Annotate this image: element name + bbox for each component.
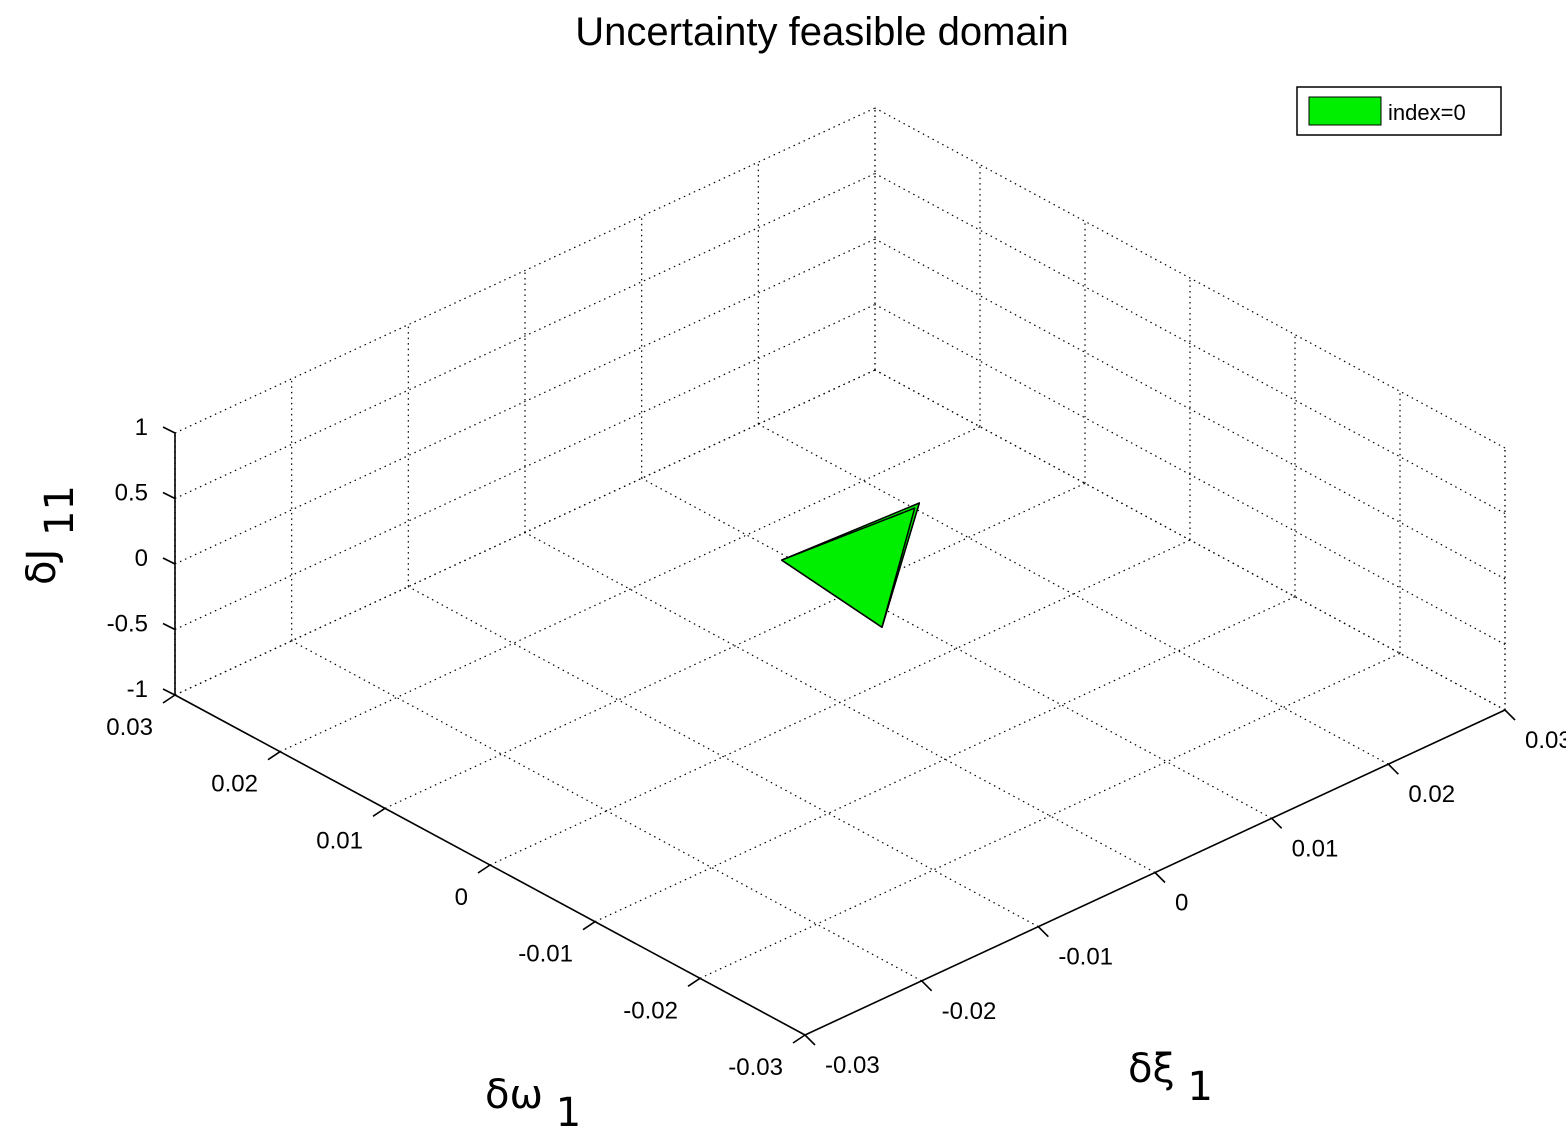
x-tick-label: 0.02	[1408, 781, 1455, 808]
z-tick-label: 1	[135, 414, 148, 441]
y-axis-label-subscript: 1	[556, 1090, 581, 1131]
y-axis-title: δω 1	[485, 1072, 581, 1131]
grid-line-y-floor	[384, 482, 1086, 809]
x-tick-label: -0.03	[825, 1052, 880, 1079]
x-axis-label-subscript: 1	[1188, 1064, 1213, 1110]
y-tick-mark	[162, 694, 176, 704]
y-tick-label: 0.01	[316, 827, 363, 854]
grid-line-z-back	[174, 107, 876, 434]
x-tick-label: 0.01	[1292, 835, 1339, 862]
y-tick-label: -0.02	[623, 997, 678, 1024]
z-tick-mark	[162, 622, 176, 631]
z-tick-label: -1	[127, 676, 148, 703]
y-tick-mark	[687, 977, 701, 987]
x-tick-mark	[1271, 817, 1283, 829]
grid-line-y-floor	[279, 426, 981, 753]
svg-text:δω 1: δω 1	[485, 1072, 581, 1131]
grid-line-y-floor	[594, 596, 1296, 923]
x-axis-label: δξ	[1128, 1046, 1175, 1092]
grid-line-z-back	[174, 369, 876, 696]
z-axis-title: δJ 11	[19, 485, 83, 585]
legend: index=0	[1296, 86, 1502, 136]
grid-line-y-floor	[699, 652, 1401, 979]
x-tick-mark	[804, 1034, 816, 1046]
z-tick-mark	[162, 426, 176, 434]
z-tick-label: 0	[135, 545, 148, 572]
y-tick-label: 0.02	[211, 771, 258, 798]
grid-line-y-floor	[489, 539, 1191, 866]
y-tick-mark	[267, 751, 281, 761]
grid-line-x-floor	[291, 640, 922, 982]
x-tick-mark	[1504, 709, 1516, 721]
y-axis-label: δω	[485, 1072, 543, 1118]
grid-line-x-floor	[408, 586, 1039, 928]
grid-line-z-side	[874, 303, 1506, 646]
y-tick-label: 0.03	[106, 714, 153, 741]
y-tick-mark	[372, 807, 386, 817]
chart-title: Uncertainty feasible domain	[575, 10, 1069, 54]
svg-text:δξ 1: δξ 1	[1128, 1046, 1213, 1110]
z-tick-label: 0.5	[115, 480, 148, 507]
axes	[162, 426, 1516, 1046]
x-axis-title: δξ 1	[1128, 1046, 1213, 1110]
z-axis-label-subscript: 11	[37, 485, 83, 536]
y-tick-label: -0.01	[518, 941, 573, 968]
grid-line-x-floor	[641, 477, 1272, 819]
z-axis-label: δJ	[19, 549, 65, 585]
grid-line-z-side	[874, 172, 1506, 515]
z-tick-mark	[162, 557, 176, 565]
grid-line-z-side	[874, 107, 1506, 449]
x-tick-mark	[1387, 763, 1399, 775]
series-face	[780, 507, 916, 628]
z-tick-mark	[162, 688, 176, 696]
x-tick-mark	[921, 980, 933, 992]
x-tick-label: 0.03	[1525, 727, 1566, 754]
y-tick-mark	[582, 921, 596, 931]
y-tick-label: -0.03	[728, 1054, 783, 1081]
grid-line-x-floor	[758, 423, 1389, 765]
y-tick-mark	[477, 864, 491, 874]
legend-entry-label: index=0	[1388, 100, 1466, 125]
z-tick-label: -0.5	[107, 611, 148, 638]
grid-line-z-back	[174, 172, 876, 500]
y-tick-mark	[792, 1034, 806, 1044]
tick-labels: -0.03 -0.02 -0.01 0 0.01 0.02 0.03 -0.03 -0.02 -0…	[106, 414, 1566, 1081]
grid-line-z-side	[874, 238, 1506, 580]
grid-line-z-back	[174, 238, 876, 565]
x-tick-label: -0.02	[942, 998, 997, 1025]
x-tick-mark	[1154, 871, 1166, 884]
x-tick-label: 0	[1175, 890, 1188, 917]
grid-line-z-side	[874, 369, 1506, 711]
grid-line-z-back	[174, 303, 876, 631]
y-tick-label: 0	[455, 884, 468, 911]
z-tick-mark	[162, 491, 176, 500]
legend-swatch	[1308, 96, 1382, 126]
svg-text:δJ 11: δJ 11	[19, 485, 83, 585]
data-series	[780, 502, 921, 628]
x-tick-label: -0.01	[1058, 944, 1113, 971]
x-tick-mark	[1037, 926, 1049, 938]
